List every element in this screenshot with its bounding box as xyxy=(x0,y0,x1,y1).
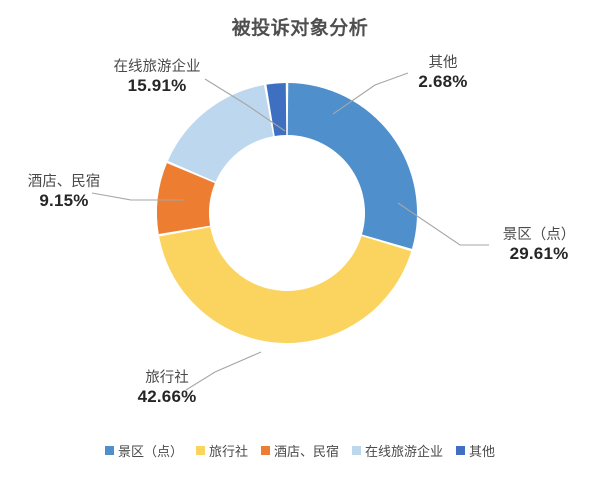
legend-item[interactable]: 酒店、民宿 xyxy=(260,441,339,460)
leader-line-agency xyxy=(185,351,262,391)
legend-item[interactable]: 景区（点） xyxy=(104,441,183,460)
legend-swatch-icon xyxy=(104,446,114,455)
callout-agency-percent: 42.66% xyxy=(137,387,197,407)
callout-online-travel: 在线旅游企业 15.91% xyxy=(62,59,252,96)
callout-hotel-category: 酒店、民宿 xyxy=(27,174,101,190)
donut-slice[interactable] xyxy=(167,85,274,182)
callout-hotel: 酒店、民宿 9.15% xyxy=(0,174,128,211)
legend-swatch-icon xyxy=(456,446,466,455)
leader-line-scenic xyxy=(397,202,489,246)
callout-other-percent: 2.68% xyxy=(418,72,468,92)
callout-online-category: 在线旅游企业 xyxy=(113,59,201,75)
callout-online-percent: 15.91% xyxy=(127,76,187,96)
callout-agency-category: 旅行社 xyxy=(145,370,189,386)
leader-line-online xyxy=(204,78,286,132)
donut-slice-layer xyxy=(156,83,417,343)
chart-legend: 景区（点） 旅行社 酒店、民宿 在线旅游企业 其他 xyxy=(0,441,600,460)
legend-item-label: 在线旅游企业 xyxy=(365,444,444,459)
leader-line-layer xyxy=(91,72,489,391)
chart-title: 被投诉对象分析 xyxy=(231,18,369,39)
callout-scenic-percent: 29.61% xyxy=(509,244,569,264)
donut-slice[interactable] xyxy=(156,163,215,235)
callout-travel-agency: 旅行社 42.66% xyxy=(92,370,242,407)
callout-scenic-area: 景区（点） 29.61% xyxy=(478,227,600,264)
legend-item[interactable]: 在线旅游企业 xyxy=(352,441,443,460)
callout-scenic-category: 景区（点） xyxy=(502,227,576,243)
donut-slice[interactable] xyxy=(159,227,412,343)
callout-other-category: 其他 xyxy=(428,55,458,71)
leader-line-other xyxy=(332,72,409,115)
legend-swatch-icon xyxy=(352,446,361,455)
legend-item-label: 景区（点） xyxy=(117,444,183,459)
legend-swatch-icon xyxy=(260,446,270,455)
legend-item[interactable]: 其他 xyxy=(456,441,495,460)
donut-slice[interactable] xyxy=(287,83,417,249)
leader-line-hotel xyxy=(91,192,183,201)
legend-item[interactable]: 旅行社 xyxy=(195,441,248,460)
legend-swatch-icon xyxy=(195,446,205,455)
legend-item-label: 酒店、民宿 xyxy=(273,444,339,459)
legend-item-label: 其他 xyxy=(469,444,496,459)
callout-hotel-percent: 9.15% xyxy=(39,191,89,211)
callout-other: 其他 2.68% xyxy=(382,55,504,92)
legend-item-label: 旅行社 xyxy=(208,444,248,459)
donut-slice[interactable] xyxy=(266,83,287,136)
